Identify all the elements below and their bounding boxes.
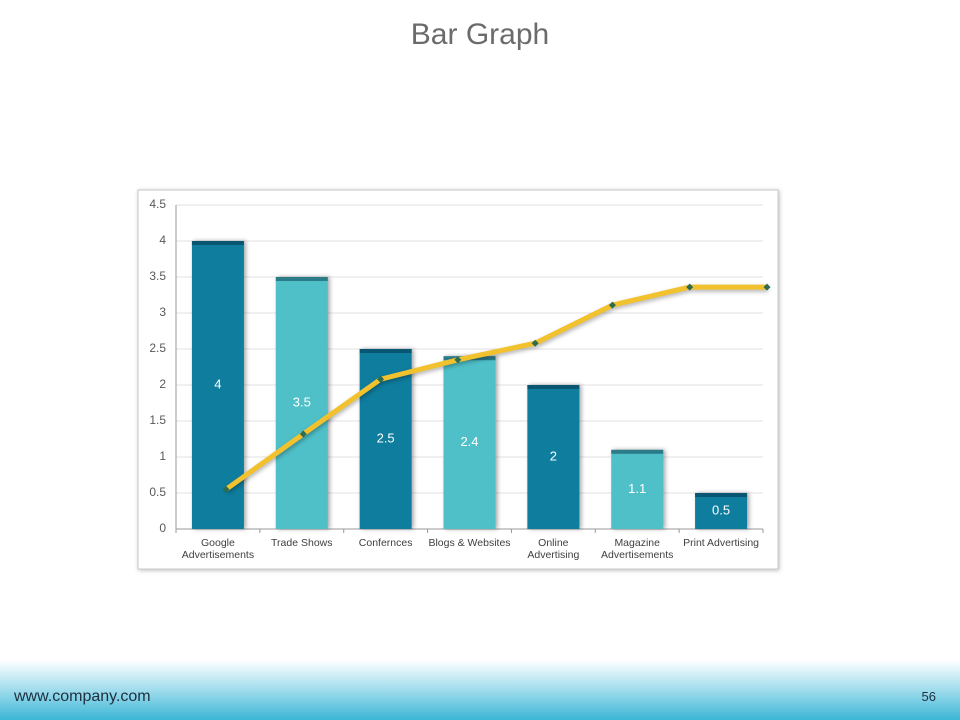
- line-marker: [763, 283, 771, 291]
- line-marker: [686, 283, 694, 291]
- data-label: 0.5: [712, 502, 730, 517]
- x-tick-label: Google Advertisements: [181, 537, 255, 561]
- y-tick-label: 4.5: [149, 197, 166, 211]
- x-tick-label: Trade Shows: [271, 537, 333, 549]
- line-series: [224, 284, 767, 492]
- line-marker: [454, 356, 462, 364]
- data-label: 4: [214, 376, 221, 391]
- bar-top-edge: [191, 241, 244, 245]
- bar: [443, 356, 496, 529]
- y-tick-label: 0.5: [149, 485, 166, 499]
- bar: [695, 493, 748, 529]
- bar-top-edge: [611, 449, 664, 454]
- y-tick-label: 1: [159, 449, 166, 463]
- y-tick-label: 2.5: [149, 341, 166, 355]
- bar: [275, 277, 328, 529]
- x-tick-label: Blogs & Websites: [428, 537, 511, 549]
- slide-title: Bar Graph: [410, 18, 550, 51]
- line-marker: [608, 301, 616, 309]
- bar: [611, 449, 664, 529]
- data-label: 2.4: [460, 434, 478, 449]
- page-number: 56: [921, 689, 936, 704]
- line-marker: [222, 485, 230, 493]
- y-tick-label: 0: [159, 521, 166, 535]
- bar-top-edge: [275, 277, 328, 281]
- bar-top-edge: [527, 385, 580, 389]
- line-marker: [531, 339, 539, 347]
- line-marker: [377, 375, 385, 383]
- bar-top-edge: [359, 349, 412, 353]
- line-marker: [299, 430, 307, 438]
- data-label: 2.5: [377, 430, 395, 445]
- y-tick-label: 3: [159, 305, 166, 319]
- bar-top-edge: [695, 493, 748, 497]
- data-label: 1.1: [628, 481, 646, 496]
- y-tick-label: 1.5: [149, 413, 166, 427]
- x-tick-label: Confernces: [358, 537, 413, 549]
- y-tick-label: 2: [159, 377, 166, 391]
- bar: [527, 385, 580, 529]
- x-tick-label: Print Advertising: [683, 537, 759, 549]
- footer-url: www.company.com: [14, 688, 151, 705]
- data-label: 3.5: [293, 394, 311, 409]
- y-tick-label: 3.5: [149, 269, 166, 283]
- data-label: 2: [550, 448, 557, 463]
- footer-band: [0, 660, 960, 720]
- y-tick-label: 4: [159, 233, 166, 247]
- x-tick-label: Magazine Advertisements: [601, 537, 674, 561]
- x-tick-label: Online Advertising: [527, 537, 580, 561]
